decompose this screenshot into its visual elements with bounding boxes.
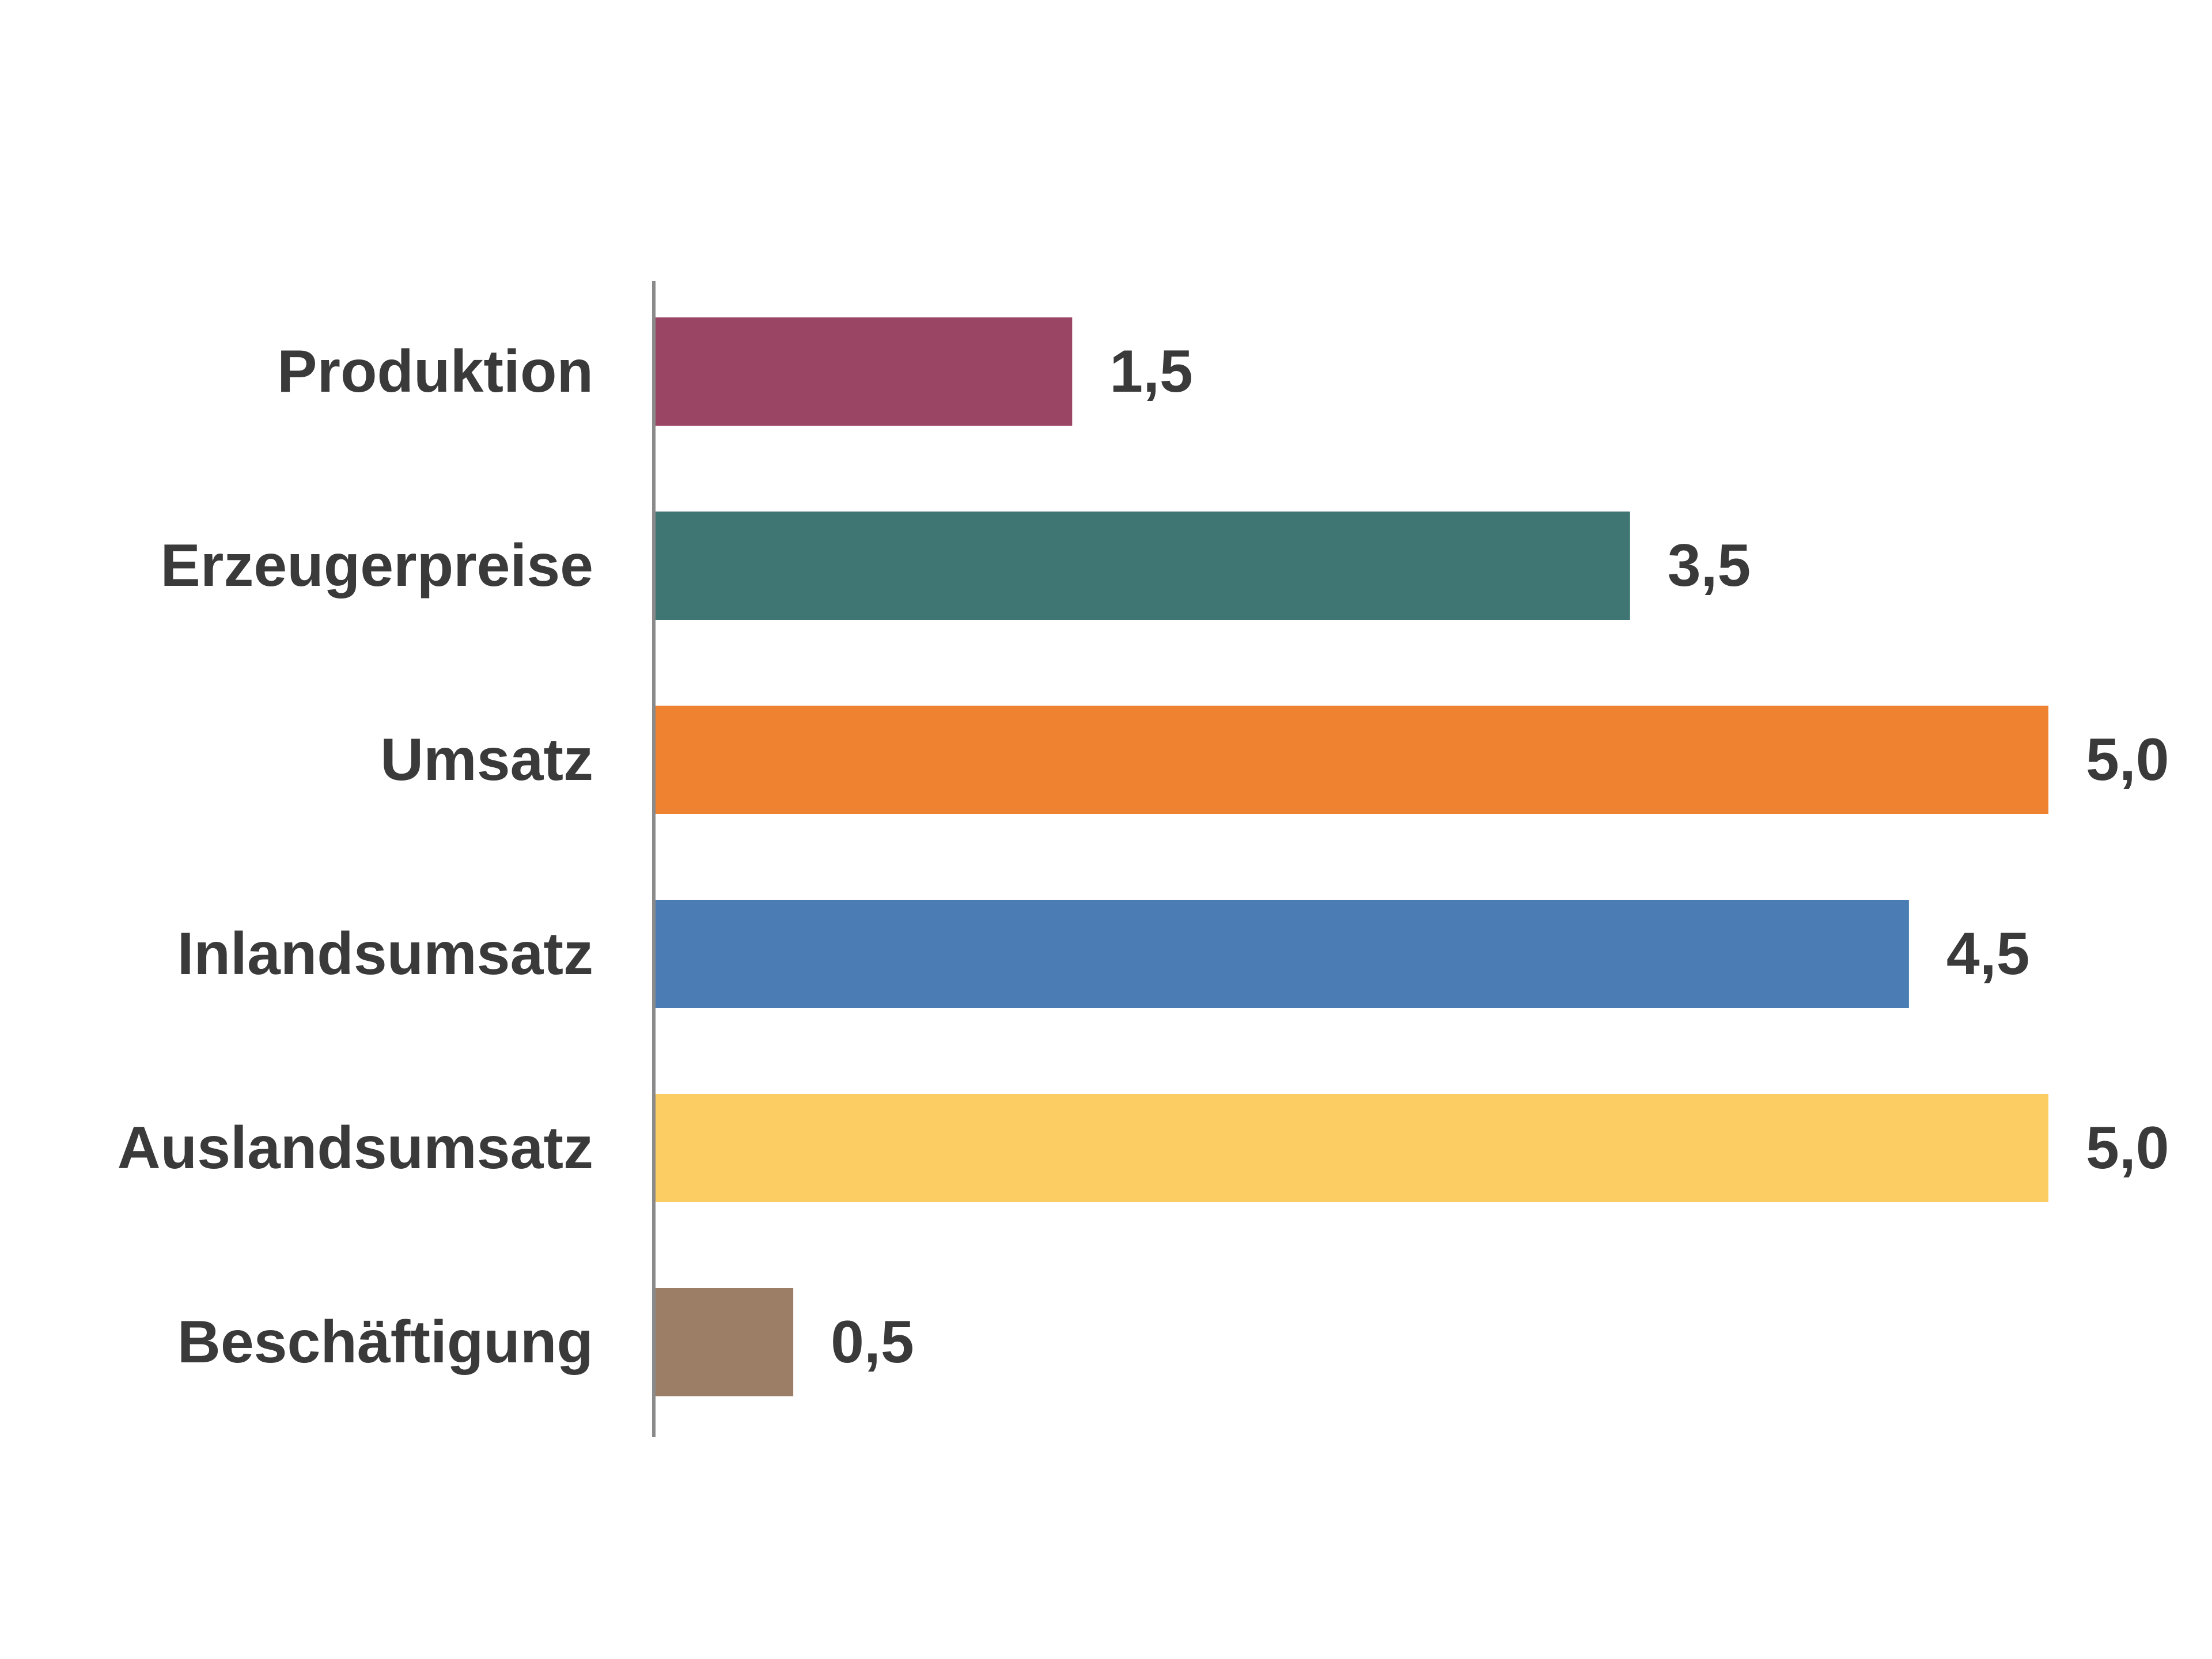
- category-label: Umsatz: [380, 726, 593, 793]
- bar-auslandsumsatz: [654, 1094, 2048, 1202]
- bar-inlandsumsatz: [654, 900, 1909, 1008]
- value-label: 3,5: [1668, 532, 1751, 599]
- bar-beschäftigung: [654, 1288, 794, 1396]
- category-label: Inlandsumsatz: [177, 921, 593, 987]
- value-label: 1,5: [1109, 338, 1193, 405]
- category-label: Beschäftigung: [177, 1309, 593, 1376]
- value-label: 5,0: [2086, 1115, 2169, 1181]
- bar-produktion: [654, 317, 1073, 426]
- value-label: 5,0: [2086, 726, 2169, 793]
- value-label: 4,5: [1946, 921, 2030, 987]
- category-label: Produktion: [277, 338, 593, 405]
- value-label: 0,5: [831, 1309, 914, 1376]
- bar-umsatz: [654, 706, 2048, 814]
- category-label: Erzeugerpreise: [161, 532, 593, 599]
- category-labels-group: Produktion Erzeugerpreise Umsatz Inlandsums…: [118, 338, 593, 1376]
- value-labels-group: 1,5 3,5 5,0 4,5 5,0 0,5: [831, 338, 2169, 1376]
- bars-group: [654, 317, 2048, 1396]
- category-label: Auslandsumsatz: [118, 1115, 593, 1181]
- bar-erzeugerpreise: [654, 512, 1630, 620]
